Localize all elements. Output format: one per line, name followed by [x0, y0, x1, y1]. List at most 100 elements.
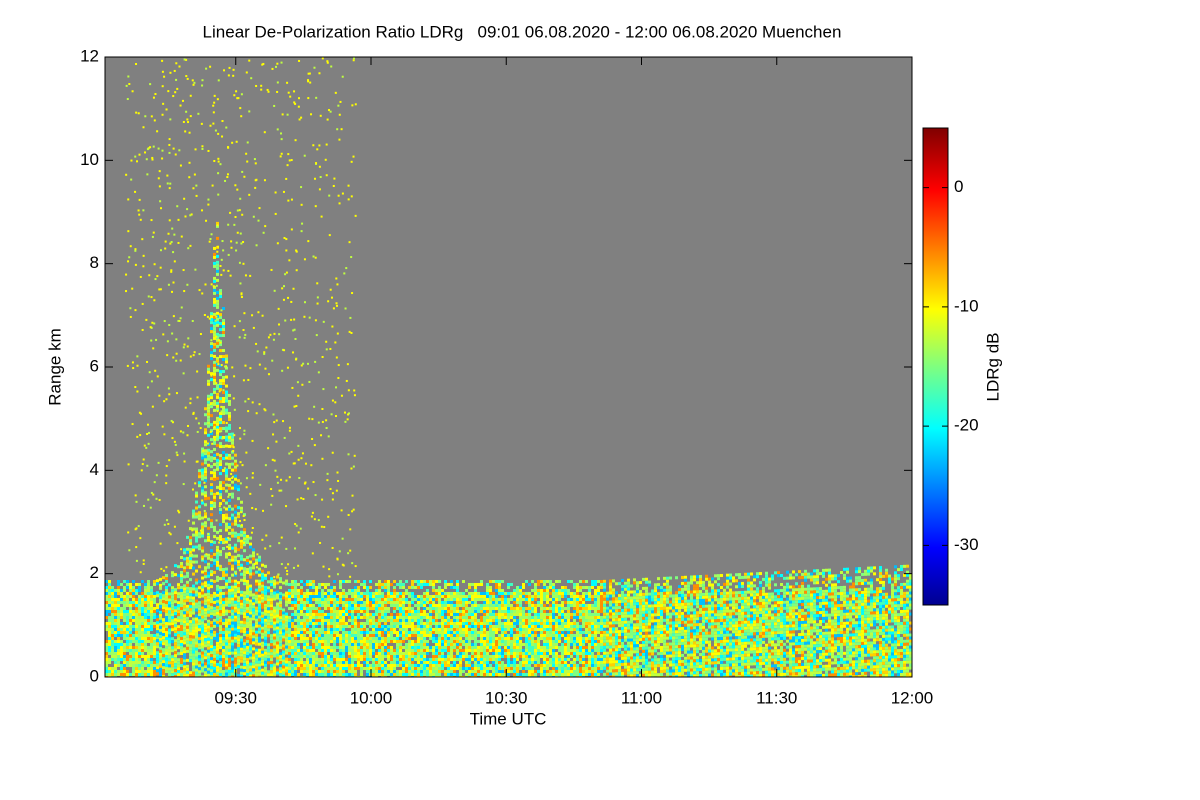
texture-cell	[210, 648, 213, 652]
texture-cell	[492, 673, 495, 676]
texture-cell	[435, 643, 438, 646]
texture-cell	[456, 643, 459, 646]
texture-cell	[213, 498, 216, 502]
texture-cell	[420, 604, 423, 607]
texture-cell	[216, 260, 219, 264]
texture-cell	[393, 592, 396, 595]
texture-cell	[282, 647, 285, 651]
texture-cell	[222, 604, 225, 608]
texture-cell	[423, 610, 426, 613]
texture-cell	[432, 628, 435, 631]
texture-cell	[219, 634, 222, 638]
texture-cell	[210, 633, 213, 637]
texture-cell	[258, 579, 261, 583]
texture-cell	[183, 590, 186, 594]
texture-cell	[546, 598, 549, 601]
texture-cell	[204, 623, 207, 627]
texture-cell	[153, 583, 156, 586]
texture-cell	[483, 592, 486, 595]
texture-cell	[174, 663, 177, 667]
texture-cell	[381, 598, 384, 601]
texture-cell	[501, 637, 504, 640]
texture-cell	[426, 619, 429, 622]
texture-cell	[399, 586, 402, 589]
texture-cell	[426, 595, 429, 598]
texture-cell	[168, 601, 171, 605]
texture-cell	[501, 592, 504, 595]
texture-cell	[489, 589, 492, 592]
texture-cell	[387, 658, 390, 661]
texture-cell	[108, 625, 111, 628]
texture-cell	[357, 601, 360, 604]
texture-cell	[435, 640, 438, 643]
texture-cell	[204, 629, 207, 633]
texture-cell	[261, 656, 264, 660]
texture-cell	[294, 655, 297, 658]
texture-cell	[471, 628, 474, 631]
texture-cell	[456, 658, 459, 661]
texture-cell	[399, 631, 402, 634]
texture-cell	[204, 566, 207, 570]
texture-cell	[252, 596, 255, 600]
texture-cell	[426, 670, 429, 673]
texture-cell	[552, 586, 555, 589]
texture-cell	[324, 640, 327, 643]
texture-cell	[297, 589, 300, 592]
texture-cell	[483, 610, 486, 613]
texture-cell	[222, 670, 225, 674]
texture-cell	[198, 481, 201, 485]
texture-cell	[528, 616, 531, 619]
texture-cell	[267, 658, 270, 662]
texture-cell	[522, 592, 525, 595]
texture-cell	[492, 658, 495, 661]
texture-cell	[279, 610, 282, 614]
texture-cell	[105, 646, 108, 649]
texture-cell	[492, 670, 495, 673]
texture-cell	[429, 598, 432, 601]
texture-cell	[414, 655, 417, 658]
texture-cell	[195, 590, 198, 594]
texture-cell	[462, 628, 465, 631]
texture-cell	[231, 567, 234, 571]
texture-cell	[234, 504, 237, 508]
texture-cell	[186, 619, 189, 623]
texture-cell	[126, 661, 129, 664]
texture-cell	[462, 655, 465, 658]
texture-cell	[468, 673, 471, 676]
texture-cell	[495, 580, 498, 583]
texture-cell	[513, 649, 516, 652]
texture-cell	[339, 613, 342, 616]
texture-cell	[432, 634, 435, 637]
texture-cell	[429, 637, 432, 640]
texture-cell	[195, 662, 198, 666]
texture-cell	[228, 537, 231, 541]
texture-cell	[396, 643, 399, 646]
texture-cell	[456, 580, 459, 583]
texture-cell	[315, 670, 318, 673]
texture-cell	[513, 637, 516, 640]
texture-cell	[336, 628, 339, 631]
texture-cell	[294, 673, 297, 676]
texture-cell	[189, 629, 192, 633]
texture-cell	[135, 658, 138, 661]
texture-cell	[219, 334, 222, 338]
texture-cell	[213, 594, 216, 598]
texture-cell	[441, 661, 444, 664]
texture-cell	[168, 616, 171, 620]
texture-cell	[114, 610, 117, 613]
texture-cell	[234, 555, 237, 559]
texture-cell	[117, 661, 120, 664]
texture-cell	[207, 418, 210, 422]
texture-cell	[222, 664, 225, 668]
texture-cell	[117, 583, 120, 586]
texture-cell	[456, 613, 459, 616]
texture-cell	[249, 587, 252, 591]
texture-cell	[207, 397, 210, 401]
texture-cell	[201, 675, 204, 677]
texture-cell	[144, 670, 147, 673]
texture-cell	[186, 565, 189, 569]
texture-cell	[315, 625, 318, 628]
texture-cell	[456, 634, 459, 637]
texture-cell	[138, 649, 141, 652]
texture-cell	[252, 656, 255, 660]
